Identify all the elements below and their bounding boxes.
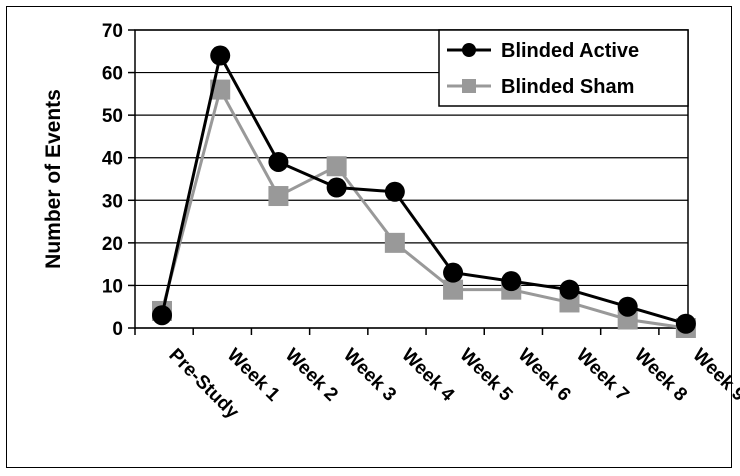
legend-marker-blinded-sham — [462, 79, 476, 93]
y-tick-label: 30 — [102, 191, 123, 212]
legend-box — [438, 29, 689, 107]
data-point-blinded-active — [326, 177, 347, 198]
data-point-blinded-active — [443, 262, 464, 283]
data-point-blinded-active — [675, 313, 696, 334]
data-point-blinded-active — [210, 45, 231, 66]
data-point-blinded-active — [152, 305, 172, 326]
data-point-blinded-sham — [443, 279, 464, 300]
y-axis-ticks: 0 10 20 30 40 50 60 70 — [102, 21, 135, 340]
y-tick-label: 40 — [102, 149, 123, 170]
legend-label-blinded-active: Blinded Active — [501, 40, 639, 62]
x-tick-label: Week 8 — [630, 345, 691, 406]
y-tick-label: 10 — [102, 276, 123, 297]
data-point-blinded-sham — [268, 186, 289, 207]
x-tick-label: Week 7 — [572, 345, 633, 406]
y-tick-label: 20 — [102, 234, 123, 255]
y-tick-label: 60 — [102, 64, 123, 85]
data-point-blinded-active — [501, 271, 522, 292]
y-axis-title: Number of Events — [42, 89, 65, 269]
x-tick-label: Week 9 — [688, 345, 740, 406]
legend-label-blinded-sham: Blinded Sham — [501, 76, 634, 98]
legend-item-blinded-sham: Blinded Sham — [447, 76, 634, 98]
data-point-blinded-sham — [326, 156, 347, 177]
legend-item-blinded-active: Blinded Active — [447, 40, 639, 62]
series-layer — [152, 45, 696, 338]
x-tick-label: Week 6 — [514, 345, 575, 406]
y-tick-label: 70 — [102, 21, 123, 42]
x-tick-label: Week 5 — [456, 345, 517, 406]
plot-area — [134, 29, 689, 329]
y-tick-label: 0 — [112, 319, 123, 340]
data-point-blinded-active — [384, 181, 405, 202]
series-line-blinded-sham — [160, 85, 687, 330]
y-tick-label: 50 — [102, 106, 123, 127]
x-tick-label: Week 4 — [397, 345, 458, 406]
data-point-blinded-active — [617, 296, 638, 317]
series-line-blinded-active — [160, 51, 687, 326]
legend-marker-blinded-active — [462, 43, 476, 57]
x-tick-label: Week 2 — [281, 345, 342, 406]
series-blinded-sham — [152, 79, 696, 338]
data-point-blinded-sham — [384, 232, 405, 253]
legend: Blinded Active Blinded Sham — [438, 29, 689, 107]
x-tick-label: Week 3 — [339, 345, 400, 406]
data-point-blinded-active — [559, 279, 580, 300]
series-blinded-active — [152, 45, 696, 334]
data-point-blinded-active — [268, 151, 289, 172]
